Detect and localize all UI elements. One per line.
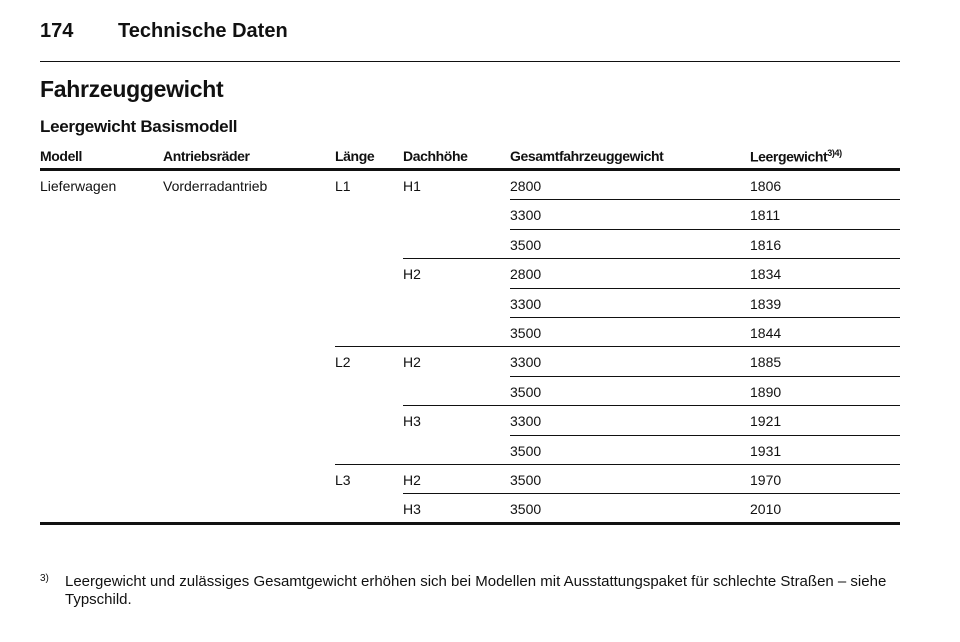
curb-weight: 1806 <box>750 178 782 194</box>
gross-weight: 3500 <box>510 472 542 488</box>
footnote-marker: 3) <box>40 573 49 584</box>
subtitle: Leergewicht Basismodell <box>40 117 238 136</box>
curb-weight: 1816 <box>750 236 782 253</box>
title: Fahrzeuggewicht <box>40 76 224 102</box>
row-rule <box>510 317 900 318</box>
row-rule <box>335 346 900 348</box>
header-rule <box>40 61 900 62</box>
row-rule <box>510 434 900 436</box>
row-rule <box>403 258 900 260</box>
curb-weight: 1931 <box>750 442 782 459</box>
model: Lieferwagen <box>40 178 117 194</box>
row-rule <box>510 375 900 377</box>
length: L2 <box>335 354 351 371</box>
row-rule <box>403 405 900 407</box>
gross-weight: 2800 <box>510 266 542 283</box>
curb-weight: 1844 <box>750 325 782 341</box>
gross-weight: 3300 <box>510 354 542 371</box>
roof-height: H2 <box>403 354 421 371</box>
section-title: Technische Daten <box>118 20 288 42</box>
column-header: Gesamtfahrzeuggewicht <box>510 148 664 164</box>
length: L3 <box>335 472 351 488</box>
column-header: Leergewicht3)4) <box>750 148 842 165</box>
gross-weight: 3300 <box>510 207 542 224</box>
row-rule <box>335 464 900 465</box>
gross-weight: 3500 <box>510 383 542 400</box>
gross-weight: 2800 <box>510 178 542 194</box>
curb-weight: 1834 <box>750 266 782 283</box>
curb-weight: 1970 <box>750 472 782 488</box>
roof-height: H3 <box>403 413 421 430</box>
row-rule <box>510 199 900 201</box>
footnote-body: Leergewicht und zulässiges Gesamtgewicht… <box>65 573 887 608</box>
gross-weight: 3500 <box>510 442 542 459</box>
curb-weight: 1921 <box>750 413 782 430</box>
row-rule <box>510 287 900 289</box>
curb-weight: 1885 <box>750 354 782 371</box>
curb-weight: 1890 <box>750 383 782 400</box>
roof-height: H1 <box>403 178 421 194</box>
gross-weight: 3500 <box>510 501 542 518</box>
column-note: 3)4) <box>827 148 842 158</box>
row-rule <box>403 493 900 495</box>
column-header: Antriebsräder <box>163 148 250 164</box>
footnote-text: Leergewicht und zulässiges Gesamtgewicht… <box>65 573 900 609</box>
roof-height: H2 <box>403 472 421 488</box>
curb-weight: 2010 <box>750 501 782 518</box>
gross-weight: 3300 <box>510 413 542 430</box>
row-rule <box>510 228 900 230</box>
column-header: Dachhöhe <box>403 148 468 164</box>
row-rule <box>40 521 900 525</box>
gross-weight: 3500 <box>510 325 542 341</box>
drive: Vorderradantrieb <box>163 178 268 194</box>
column-header: Länge <box>335 148 375 164</box>
curb-weight: 1811 <box>750 207 781 224</box>
roof-height: H3 <box>403 501 421 518</box>
roof-height: H2 <box>403 266 421 283</box>
curb-weight: 1839 <box>750 295 782 312</box>
column-header: Modell <box>40 148 82 164</box>
page-number: 174 <box>40 20 74 42</box>
gross-weight: 3500 <box>510 236 542 253</box>
table-top-rule <box>40 168 900 171</box>
length: L1 <box>335 178 351 194</box>
gross-weight: 3300 <box>510 295 542 312</box>
